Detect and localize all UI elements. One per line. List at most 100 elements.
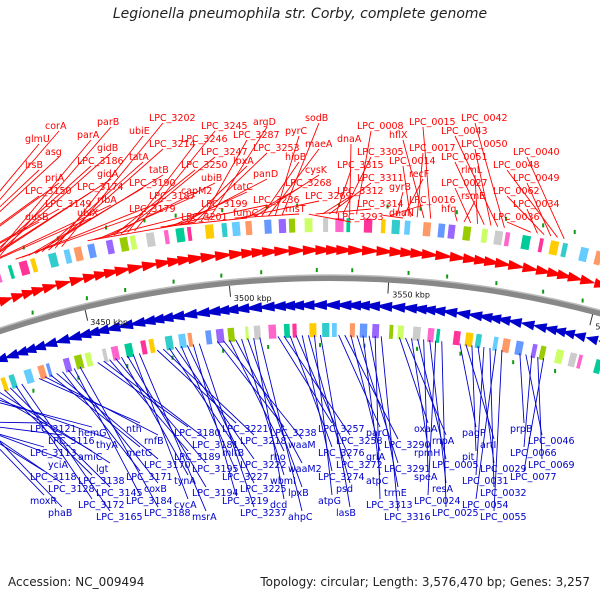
gene-leader-line	[253, 337, 285, 500]
gene-label: LPC_3316	[384, 512, 431, 523]
gene-label: fumC	[233, 208, 259, 219]
gene-label: lrsB	[25, 160, 43, 171]
gene-leader-line	[0, 143, 40, 192]
forward-gene-arrow	[376, 246, 396, 256]
reverse-gene-arrow	[388, 302, 406, 313]
reverse-gene-arrow	[54, 333, 71, 344]
inner-feature-bar	[253, 325, 262, 340]
gene-leader-line	[274, 135, 300, 216]
gene-label: rlmL	[461, 165, 483, 176]
reverse-gene-arrow	[286, 300, 305, 311]
gene-label: tatC	[233, 182, 253, 193]
outer-feature-bar	[221, 222, 228, 238]
outer-feature-bar	[0, 273, 3, 283]
outer-feature-bar	[186, 226, 193, 242]
marker-mid	[85, 296, 88, 301]
gene-leader-line	[474, 122, 505, 228]
gene-label: msrA	[192, 512, 217, 523]
gene-leader-line	[247, 338, 303, 488]
outer-feature-bar	[30, 257, 39, 273]
gene-label: LPC_3199	[201, 199, 248, 210]
gene-label: LPC_3202	[149, 113, 196, 124]
gene-label: yciA	[48, 460, 68, 471]
forward-gene-arrow	[326, 245, 345, 256]
gene-label: hfq	[441, 204, 456, 215]
gene-leader-line	[338, 334, 381, 428]
inner-feature-bar	[45, 363, 53, 378]
gene-label: LPC_3222	[240, 460, 287, 471]
gene-leader-line	[0, 426, 63, 436]
map-title: Legionella pneumophila str. Corby, compl…	[112, 6, 488, 22]
inner-feature-bar	[110, 345, 121, 361]
outer-feature-bar	[87, 243, 97, 259]
forward-gene-arrow	[54, 280, 72, 291]
inner-feature-bar	[553, 348, 565, 365]
gene-label: cycA	[174, 500, 197, 511]
gene-label: LPC_3238	[270, 428, 317, 439]
gene-leader-line	[402, 139, 425, 219]
gene-leader-line	[362, 335, 381, 476]
gene-leader-line	[4, 389, 93, 476]
gene-label: lpxA	[233, 156, 254, 167]
gene-label: coxB	[144, 484, 167, 495]
gene-leader-line	[383, 214, 404, 219]
marker-inner	[319, 343, 322, 348]
outer-feature-bar	[404, 220, 411, 235]
forward-gene-arrow	[200, 252, 220, 263]
forward-gene-arrow	[69, 276, 87, 287]
inner-feature-bar	[501, 338, 511, 354]
gene-label: LPC_3247	[201, 147, 248, 158]
gene-label: psd	[336, 484, 353, 495]
gene-leader-line	[134, 130, 216, 232]
gene-label: trmE	[384, 488, 407, 499]
inner-feature-bar	[474, 333, 483, 349]
gene-label: ubiB	[201, 173, 222, 184]
gene-label: LPC_0055	[480, 512, 527, 523]
genome-backbone-highlight	[0, 274, 600, 329]
gene-leader-line	[493, 349, 503, 512]
gene-label: parC	[366, 428, 389, 439]
gene-leader-line	[454, 187, 472, 224]
gene-label: waaM2	[288, 464, 322, 475]
inner-feature-bar	[464, 332, 474, 348]
gene-label: rnsT	[285, 204, 306, 215]
gene-label: ubiE	[129, 126, 150, 137]
reverse-gene-arrow	[543, 325, 558, 336]
forward-gene-arrow	[214, 251, 234, 262]
gene-leader-line	[0, 139, 92, 251]
gene-label: LPC_3272	[336, 460, 383, 471]
gene-label: LPC_0016	[409, 195, 456, 206]
gene-leader-line	[474, 148, 492, 226]
marker-mid	[446, 274, 449, 279]
gene-label: LPC_3290	[384, 440, 431, 451]
gene-leader-line	[50, 374, 141, 448]
reverse-gene-arrow	[552, 327, 567, 338]
marker-inner	[222, 348, 225, 353]
forward-gene-arrow	[410, 248, 429, 258]
gene-label: gidA	[97, 169, 119, 180]
gene-leader-line	[229, 339, 285, 452]
forward-gene-arrow	[31, 287, 48, 297]
reverse-gene-arrow	[138, 315, 156, 325]
forward-gene-arrow	[494, 257, 513, 268]
gene-label: tatA	[129, 152, 149, 163]
gene-leader-line	[320, 334, 351, 508]
gene-label: ubiX	[77, 208, 99, 219]
reverse-gene-arrow	[572, 332, 587, 343]
inner-feature-bar	[388, 324, 394, 339]
reverse-gene-arrow	[116, 319, 134, 330]
reverse-gene-arrow	[352, 300, 371, 311]
outer-feature-bar	[231, 221, 241, 237]
reverse-gene-arrow	[65, 330, 83, 341]
reverse-gene-arrow	[13, 345, 29, 356]
gene-leader-line	[0, 397, 93, 452]
forward-gene-arrow	[389, 246, 408, 257]
reverse-gene-arrow	[277, 300, 296, 311]
gene-leader-line	[0, 435, 63, 460]
gene-leader-line	[100, 195, 196, 239]
gene-label: LPC_3221	[222, 424, 269, 435]
inner-feature-bar	[435, 328, 441, 343]
gene-leader-line	[322, 195, 352, 215]
gene-label: LPC_0077	[510, 472, 557, 483]
